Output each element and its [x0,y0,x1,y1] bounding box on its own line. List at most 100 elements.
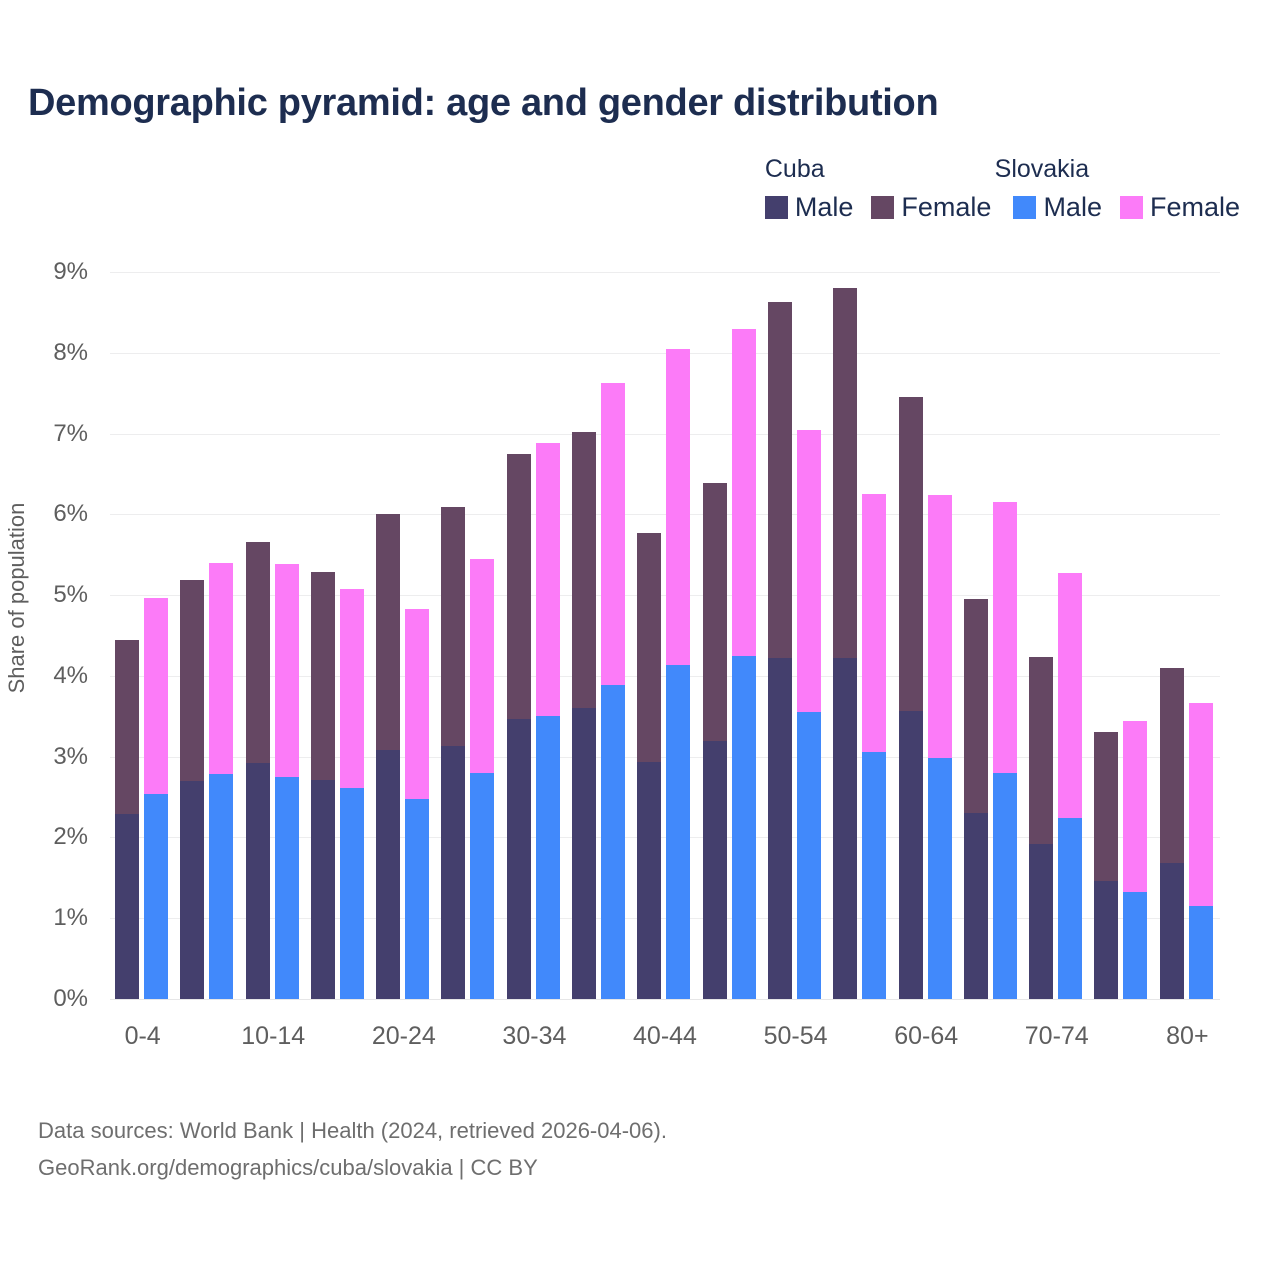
bar-slovakia[interactable] [405,608,430,999]
bar-segment-slovakia-female[interactable] [862,494,887,752]
bar-group[interactable] [828,272,893,999]
bar-segment-cuba-male[interactable] [441,746,466,999]
bar-segment-cuba-female[interactable] [767,301,792,659]
bar-segment-cuba-female[interactable] [1029,657,1054,844]
bar-slovakia[interactable] [1058,572,1083,999]
bar-segment-slovakia-male[interactable] [731,655,756,999]
bar-cuba[interactable] [376,513,401,999]
bar-slovakia[interactable] [927,494,952,999]
bar-slovakia[interactable] [666,348,691,999]
bar-segment-cuba-female[interactable] [637,532,662,762]
bar-segment-cuba-female[interactable] [441,507,466,747]
bar-segment-slovakia-female[interactable] [731,329,756,656]
bar-segment-cuba-female[interactable] [963,599,988,814]
bar-segment-slovakia-male[interactable] [601,684,626,999]
bar-segment-slovakia-male[interactable] [339,788,364,999]
bar-segment-cuba-male[interactable] [1029,843,1054,999]
bar-segment-slovakia-female[interactable] [535,443,560,717]
bar-segment-cuba-male[interactable] [963,813,988,999]
bar-slovakia[interactable] [862,494,887,999]
bar-segment-cuba-female[interactable] [245,541,270,764]
bar-segment-cuba-female[interactable] [180,579,205,781]
bar-segment-slovakia-female[interactable] [796,429,821,713]
bar-segment-slovakia-male[interactable] [470,772,495,999]
bar-cuba[interactable] [1159,667,1184,999]
bar-cuba[interactable] [180,579,205,999]
bar-segment-cuba-male[interactable] [833,658,858,999]
bar-segment-cuba-female[interactable] [1094,732,1119,882]
bar-cuba[interactable] [702,482,727,999]
bar-group[interactable] [436,272,501,999]
bar-segment-slovakia-male[interactable] [209,774,234,999]
bar-segment-slovakia-male[interactable] [796,712,821,999]
bar-group[interactable] [306,272,371,999]
bar-segment-cuba-male[interactable] [572,708,597,999]
bar-segment-cuba-male[interactable] [702,741,727,999]
bar-slovakia[interactable] [601,382,626,999]
bar-cuba[interactable] [245,541,270,999]
bar-group[interactable] [567,272,632,999]
bar-segment-slovakia-female[interactable] [666,348,691,666]
bar-slovakia[interactable] [144,597,168,999]
bar-group[interactable] [632,272,697,999]
bar-segment-cuba-male[interactable] [1159,862,1184,999]
bar-slovakia[interactable] [339,588,364,999]
bar-cuba[interactable] [898,397,923,999]
bar-cuba[interactable] [767,301,792,999]
bar-slovakia[interactable] [731,329,756,999]
bar-segment-slovakia-male[interactable] [274,776,299,999]
bar-group[interactable] [698,272,763,999]
bar-segment-slovakia-female[interactable] [1058,572,1083,819]
bar-segment-slovakia-female[interactable] [209,562,234,775]
bar-segment-slovakia-male[interactable] [1123,892,1148,999]
bar-group[interactable] [1155,272,1220,999]
bar-segment-slovakia-female[interactable] [1123,721,1148,893]
bar-segment-slovakia-male[interactable] [927,758,952,999]
bar-segment-slovakia-female[interactable] [339,588,364,789]
bar-segment-cuba-female[interactable] [506,453,531,719]
bar-group[interactable] [175,272,240,999]
bar-slovakia[interactable] [535,443,560,999]
bar-group[interactable] [763,272,828,999]
bar-segment-slovakia-female[interactable] [927,494,952,759]
bar-cuba[interactable] [441,507,466,999]
bar-group[interactable] [371,272,436,999]
legend-item-cuba-female[interactable]: Female [871,192,991,223]
bar-segment-cuba-male[interactable] [637,761,662,999]
bar-group[interactable] [1024,272,1089,999]
bar-cuba[interactable] [963,599,988,999]
bar-segment-cuba-male[interactable] [898,711,923,999]
bar-slovakia[interactable] [470,558,495,999]
bar-segment-slovakia-female[interactable] [470,558,495,773]
bar-segment-slovakia-male[interactable] [992,772,1017,999]
bar-segment-cuba-male[interactable] [767,658,792,999]
bar-segment-slovakia-female[interactable] [405,608,430,799]
bar-cuba[interactable] [1094,732,1119,999]
bar-slovakia[interactable] [209,562,234,999]
bar-segment-slovakia-male[interactable] [535,716,560,999]
bar-segment-slovakia-female[interactable] [992,502,1017,773]
bar-slovakia[interactable] [1188,702,1213,999]
bar-segment-slovakia-male[interactable] [862,751,887,999]
bar-segment-slovakia-female[interactable] [601,382,626,685]
bar-segment-slovakia-male[interactable] [405,798,430,999]
bar-segment-cuba-male[interactable] [245,763,270,999]
bar-segment-slovakia-male[interactable] [144,793,168,999]
bar-segment-slovakia-male[interactable] [1058,818,1083,999]
bar-slovakia[interactable] [1123,721,1148,999]
bar-segment-slovakia-female[interactable] [144,597,168,794]
bar-cuba[interactable] [1029,657,1054,999]
legend-item-slovakia-female[interactable]: Female [1119,192,1240,223]
bar-segment-slovakia-male[interactable] [666,665,691,999]
bar-segment-cuba-female[interactable] [115,640,139,815]
bar-cuba[interactable] [833,288,858,999]
bar-segment-cuba-male[interactable] [1094,881,1119,999]
bar-segment-slovakia-male[interactable] [1188,906,1213,999]
bar-segment-cuba-female[interactable] [702,482,727,742]
bar-cuba[interactable] [506,453,531,999]
bar-segment-cuba-male[interactable] [180,780,205,999]
bar-slovakia[interactable] [796,429,821,999]
bar-segment-cuba-female[interactable] [376,513,401,751]
bar-group[interactable] [502,272,567,999]
bar-segment-cuba-male[interactable] [506,718,531,999]
